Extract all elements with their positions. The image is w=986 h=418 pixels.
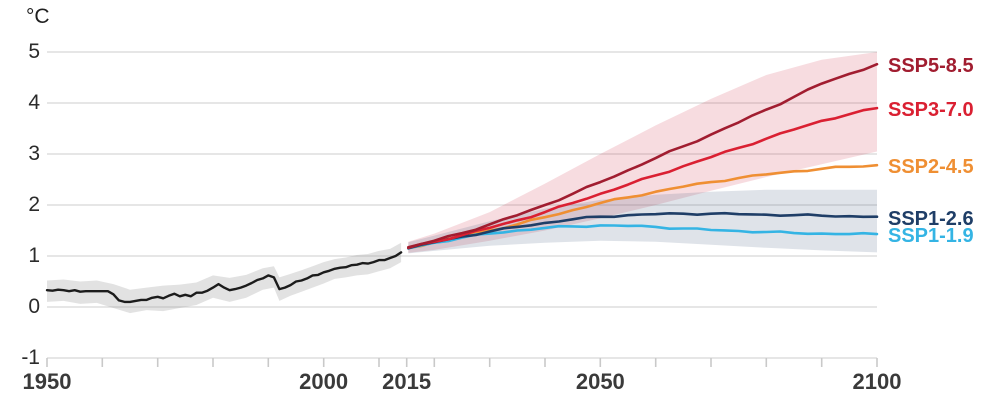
legend-item-2: SSP2-4.5 [888, 156, 974, 179]
legend-item-4: SSP1-1.9 [888, 225, 974, 248]
x-tick-label: 2050 [575, 369, 625, 394]
legend-item-3: SSP1-2.6 [888, 207, 974, 230]
legend-item-1: SSP3-7.0 [888, 99, 974, 122]
historical-uncertainty-band [47, 242, 402, 314]
y-tick-label: 0 [28, 295, 40, 318]
y-tick-label: 5 [28, 40, 40, 63]
low-scenario-band [408, 189, 877, 254]
historical-line [45, 251, 403, 304]
x-tick-label: 2015 [382, 369, 432, 394]
high-scenario-band [408, 52, 877, 253]
x-tick-label: 1950 [22, 369, 72, 394]
y-axis-unit-label: °C [26, 5, 50, 28]
scenario-line-ssp3-7.0 [407, 106, 879, 250]
scenario-line-ssp1-2.6 [407, 211, 879, 250]
y-tick-label: 4 [28, 91, 40, 114]
x-tick-label: 2000 [299, 369, 349, 394]
y-tick-label: 2 [28, 193, 40, 216]
x-tick-label: 2100 [852, 369, 902, 394]
legend-item-0: SSP5-8.5 [888, 55, 974, 78]
y-tick-label: 1 [28, 244, 40, 267]
y-tick-label: -1 [21, 346, 40, 369]
y-tick-label: 3 [28, 142, 40, 165]
scenario-line-ssp5-8.5 [407, 62, 879, 249]
